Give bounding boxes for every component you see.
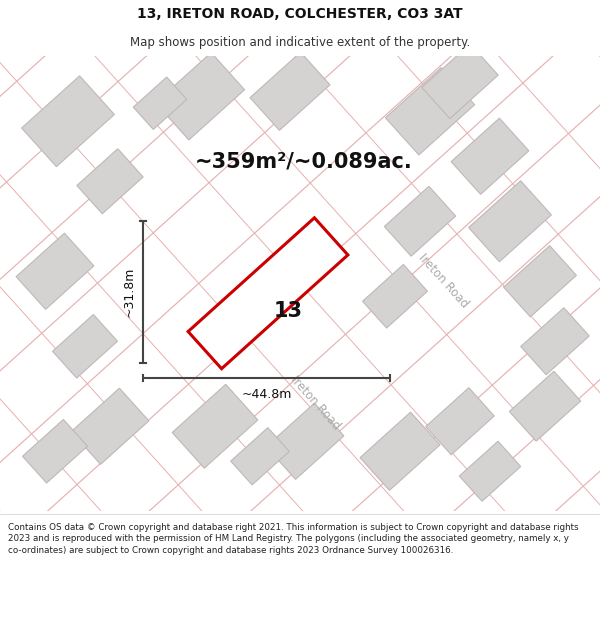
Polygon shape <box>451 118 529 194</box>
Polygon shape <box>385 186 455 256</box>
Polygon shape <box>469 181 551 262</box>
Polygon shape <box>250 52 330 131</box>
Polygon shape <box>231 428 289 485</box>
Polygon shape <box>503 246 577 317</box>
Polygon shape <box>16 233 94 309</box>
Polygon shape <box>77 149 143 214</box>
Text: 13: 13 <box>274 301 302 321</box>
Polygon shape <box>172 384 258 468</box>
Polygon shape <box>22 76 115 167</box>
Polygon shape <box>385 68 475 155</box>
Text: Map shows position and indicative extent of the property.: Map shows position and indicative extent… <box>130 36 470 49</box>
Text: Contains OS data © Crown copyright and database right 2021. This information is : Contains OS data © Crown copyright and d… <box>8 522 578 555</box>
Polygon shape <box>155 52 245 140</box>
Text: Ireton Road: Ireton Road <box>287 374 343 433</box>
Text: ~359m²/~0.089ac.: ~359m²/~0.089ac. <box>195 151 413 171</box>
Polygon shape <box>460 441 521 501</box>
Polygon shape <box>362 264 427 328</box>
Text: 13, IRETON ROAD, COLCHESTER, CO3 3AT: 13, IRETON ROAD, COLCHESTER, CO3 3AT <box>137 7 463 21</box>
Polygon shape <box>133 77 187 129</box>
Polygon shape <box>71 388 149 464</box>
Text: Ireton Road: Ireton Road <box>415 252 470 311</box>
Polygon shape <box>360 412 440 491</box>
Polygon shape <box>266 403 344 479</box>
Polygon shape <box>23 419 88 483</box>
Polygon shape <box>53 314 118 378</box>
Text: ~31.8m: ~31.8m <box>122 267 136 318</box>
Polygon shape <box>188 217 348 369</box>
Polygon shape <box>422 44 498 119</box>
Polygon shape <box>509 371 581 441</box>
Polygon shape <box>521 308 589 375</box>
Text: ~44.8m: ~44.8m <box>241 388 292 401</box>
Polygon shape <box>426 388 494 455</box>
